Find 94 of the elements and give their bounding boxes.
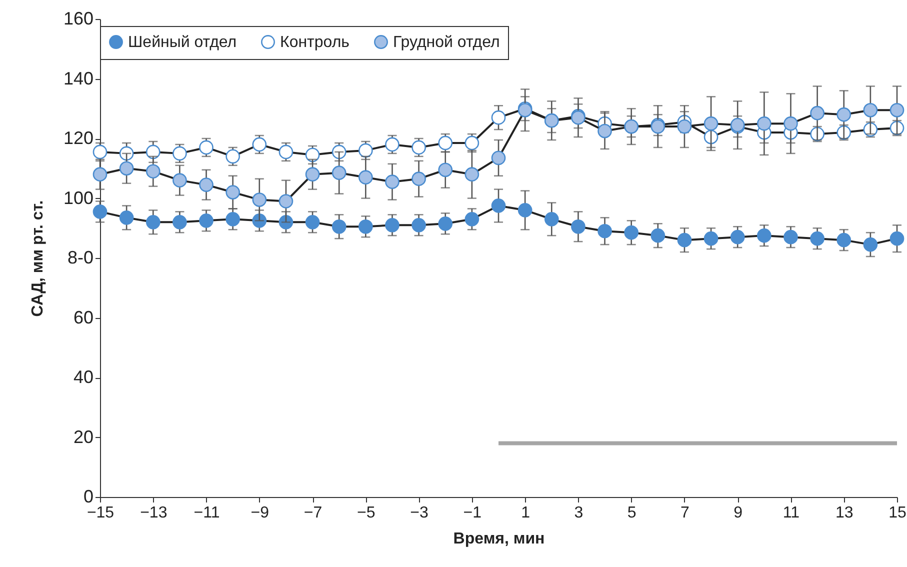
point [518,203,532,218]
x-tick-label: −15 [86,504,114,522]
point [305,167,320,182]
point [199,214,214,228]
y-tick-label: 40 [73,367,94,387]
y-tick-label: 120 [63,128,94,148]
point [438,216,453,231]
point [598,124,612,138]
point [544,212,559,226]
point [810,106,824,120]
point [305,214,320,230]
point [412,218,426,232]
point [226,149,240,164]
x-tick-label: −1 [463,504,482,522]
point [172,173,187,188]
point [704,231,718,246]
y-tick-label: 8-0 [67,248,94,268]
x-tick-label: 13 [835,504,854,522]
point [730,230,745,244]
point [704,116,718,131]
point [146,144,160,160]
point [810,231,824,246]
point [650,228,666,243]
x-tick-label: −7 [304,504,322,522]
point [491,110,506,125]
y-tick-label: 100 [63,188,94,208]
legend-label: Грудной отдел [393,34,500,52]
y-tick-label: 20 [73,426,94,447]
x-tick-label: −9 [250,504,270,522]
x-tick-label: −11 [194,504,220,522]
point [385,174,400,189]
point [278,194,294,208]
y-tick-label: 0 [83,486,94,506]
point [199,178,214,192]
point [172,214,187,230]
y-axis-title: САД, мм рт. ст. [29,200,46,317]
x-tick-label: 15 [888,504,906,522]
y-tick-label: 60 [73,307,94,328]
point [757,116,772,131]
point [571,219,586,234]
point [784,230,798,244]
point [624,225,638,240]
point [412,140,426,155]
x-axis-title: Время, мин [453,530,545,548]
point [332,166,346,180]
x-tick-label: −13 [140,504,168,522]
point [491,150,506,166]
point [757,228,772,243]
point [385,137,400,152]
x-tick-label: 1 [521,504,530,522]
point [226,212,240,226]
point [199,140,214,155]
point [784,116,798,131]
point [252,192,267,207]
legend-label: Контроль [280,34,350,52]
point [677,119,692,134]
point [836,107,852,122]
point [226,185,240,200]
point [464,212,480,226]
point [252,137,267,152]
x-tick-label: 11 [782,504,800,522]
point [278,144,294,160]
point [92,167,108,182]
point [438,162,453,178]
point [890,231,904,246]
point [385,218,400,232]
point [92,204,108,219]
legend-label: Шейный отдел [128,34,237,52]
point [146,164,160,179]
point [332,219,346,234]
point [305,148,320,162]
point [119,210,134,225]
x-tick-label: 9 [734,504,743,522]
point [836,232,852,248]
point [358,219,373,234]
x-tick-label: −3 [410,504,429,522]
point [146,214,160,230]
point [464,167,480,182]
x-tick-label: −5 [357,504,376,522]
point [677,232,692,248]
point [863,102,878,118]
point [119,161,134,176]
point [491,198,506,213]
x-tick-label: 5 [627,504,636,522]
point [598,224,612,238]
x-tick-label: 7 [680,504,690,522]
x-tick-label: 3 [574,504,584,522]
point [704,130,718,144]
y-tick-label: 160 [63,8,94,28]
point [358,170,373,184]
point [863,237,878,252]
y-tick-label: 140 [63,68,94,88]
point [412,172,426,186]
point [890,102,904,118]
